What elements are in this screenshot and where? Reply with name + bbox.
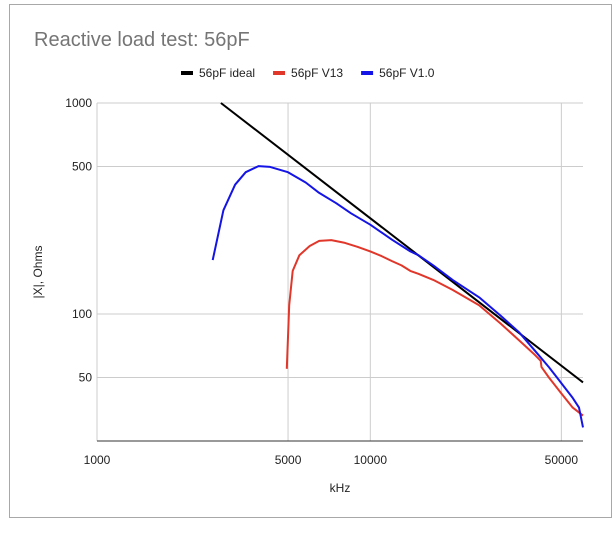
legend-swatch — [273, 71, 286, 75]
legend: 56pF ideal 56pF V13 56pF V1.0 — [181, 66, 435, 80]
x-axis-label: kHz — [330, 481, 351, 495]
series-lines — [211, 102, 584, 428]
y-tick-label: 500 — [72, 160, 92, 174]
series-line — [285, 239, 584, 417]
legend-swatch — [181, 71, 193, 75]
legend-swatch — [361, 71, 374, 75]
series-line — [220, 102, 584, 384]
x-tick-label: 10000 — [354, 453, 388, 467]
y-axis-label: |X|, Ohms — [31, 246, 45, 299]
y-tick-label: 1000 — [65, 96, 92, 110]
y-tick-label: 100 — [72, 307, 92, 321]
series-line — [211, 165, 584, 428]
x-tick-label: 50000 — [545, 453, 579, 467]
y-tick-label: 50 — [79, 370, 93, 384]
legend-label: 56pF V13 — [291, 66, 343, 80]
chart-frame — [9, 4, 612, 518]
chart-title: Reactive load test: 56pF — [34, 29, 250, 51]
gridlines — [96, 102, 583, 441]
legend-label: 56pF ideal — [199, 66, 255, 80]
tick-labels: 1000 5000 10000 50000 1000 500 100 50 — [65, 96, 578, 467]
x-tick-label: 1000 — [84, 453, 111, 467]
legend-label: 56pF V1.0 — [379, 66, 435, 80]
x-tick-label: 5000 — [275, 453, 302, 467]
